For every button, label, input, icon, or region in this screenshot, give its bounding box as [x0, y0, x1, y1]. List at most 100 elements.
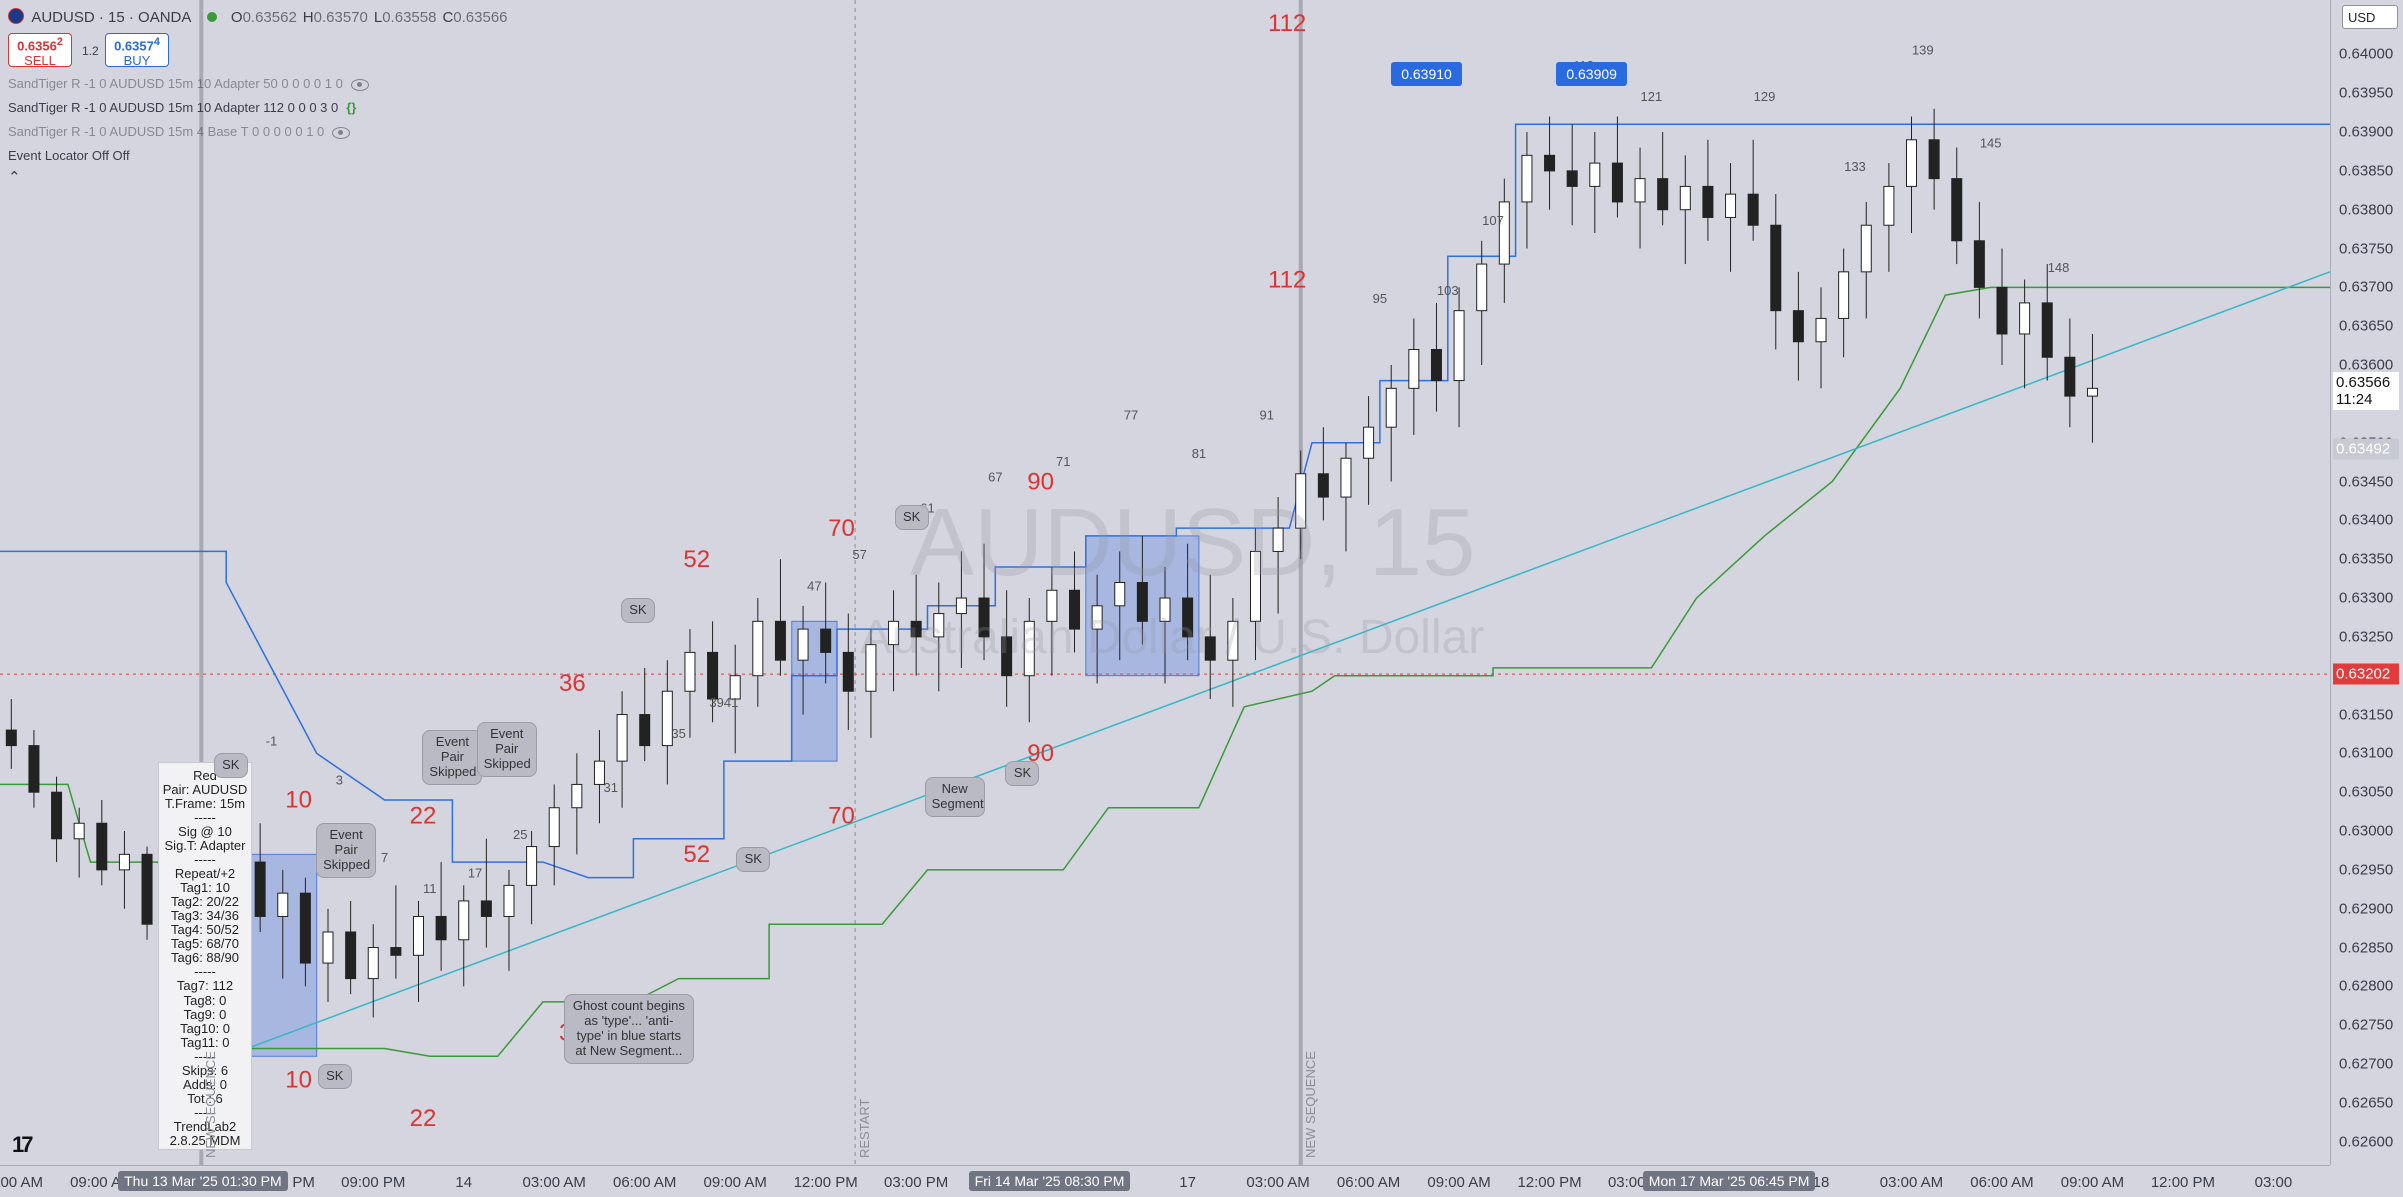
candle-body [571, 783, 583, 809]
hidden-eye-icon[interactable] [332, 126, 351, 139]
series-trend-line [225, 271, 2330, 1058]
time-tick: 03:00 AM [1246, 1174, 1310, 1191]
callout-bubble: SK [317, 1064, 352, 1089]
count-label: 133 [1844, 159, 1866, 174]
candle-body [842, 651, 854, 692]
info-line: Tag1: 10 [180, 880, 230, 896]
time-tick: 03:00 AM [1879, 1174, 1944, 1191]
candle-body [1385, 387, 1397, 428]
price-tick: 0.63100 [2339, 744, 2394, 762]
price-tick: 0.63800 [2339, 201, 2394, 219]
candle-body [1589, 162, 1601, 187]
candle-body [1498, 201, 1510, 265]
candle-body [1815, 317, 1827, 343]
count-label: 129 [1754, 89, 1776, 104]
ohlc-value: 0.63570 [313, 9, 368, 26]
candle-body [1272, 527, 1284, 552]
count-label: 139 [1912, 42, 1934, 57]
candle-body [1182, 597, 1194, 638]
ohlc-values: O0.63562 H0.63570 L0.63558 C0.63566 [231, 9, 514, 26]
price-axis[interactable]: USD 0.64000 0.63950 0.63900 0.63850 0.63800 0… [2330, 0, 2403, 1165]
candle-body [1159, 597, 1171, 622]
symbol-title: AUDUSD · 15 · OANDA [31, 9, 191, 26]
ohlc-value: 0.63566 [453, 9, 508, 26]
price-tick: 0.63050 [2339, 783, 2394, 801]
candle-body [1702, 185, 1714, 218]
ohlc-key: L [373, 9, 383, 26]
tag-number: 112 [1268, 266, 1306, 293]
candle-body [774, 620, 786, 661]
indicator-label: SandTiger R -1 0 AUDUSD 15m 10 Adapter 5… [8, 76, 343, 91]
candle-body [1453, 310, 1465, 382]
candle-body [96, 822, 108, 871]
info-line: Adds: 0 [182, 1076, 228, 1092]
time-tick: 03:00 [2254, 1174, 2293, 1191]
currency-select[interactable]: USD [2342, 5, 2398, 29]
candle-body [1521, 154, 1533, 203]
price-tick: 0.62700 [2339, 1055, 2394, 1073]
count-label: 11 [423, 881, 437, 896]
time-tick: 09:00 AM [1427, 1174, 1491, 1191]
info-line: ----- [194, 852, 216, 868]
info-line: Tag5: 68/70 [171, 936, 239, 952]
candle-body [5, 729, 17, 747]
buy-button[interactable]: 0.63574 BUY [105, 33, 169, 68]
candle-body [978, 597, 990, 638]
tag-number: 70 [828, 515, 855, 542]
sell-button[interactable]: 0.63562 SELL [8, 33, 72, 68]
candle-body [1114, 582, 1126, 607]
candle-body [2041, 302, 2053, 358]
candle-body [639, 714, 651, 747]
tag-number: 70 [828, 802, 855, 829]
code-icon[interactable]: {} [346, 100, 357, 115]
time-badge: Mon 17 Mar '25 06:45 PM [1642, 1171, 1816, 1191]
info-line: T.Frame: 15m [164, 796, 246, 812]
buy-price-super: 4 [153, 36, 160, 48]
candle-body [345, 931, 357, 980]
candle-body [684, 651, 696, 692]
event-locator-row: Event Locator Off Off [8, 148, 130, 163]
candle-body [888, 620, 900, 646]
header-title[interactable]: AUDUSD · 15 · OANDA O0.63562 H0.63570 L0.6… [8, 8, 514, 26]
indicator-lines [0, 123, 2330, 1058]
tag-number: 52 [683, 841, 710, 868]
series-lower-line [0, 286, 2330, 1058]
info-line: Tag8: 0 [183, 992, 227, 1008]
info-line: Tag2: 20/22 [171, 894, 239, 910]
hidden-eye-icon[interactable] [350, 78, 369, 91]
tradingview-logo[interactable]: 17 [12, 1132, 34, 1157]
candle-body [1023, 620, 1035, 677]
indicator-row-1[interactable]: SandTiger R -1 0 AUDUSD 15m 10 Adapter 5… [8, 76, 369, 91]
indicator-row-3[interactable]: SandTiger R -1 0 AUDUSD 15m 4 Base T 0 0… [8, 124, 351, 139]
candle-body [1136, 582, 1148, 622]
info-line: Tot.: 6 [187, 1090, 223, 1106]
info-line: Sig @ 10 [178, 824, 232, 840]
collapse-chevron-icon[interactable]: ⌃ [8, 169, 21, 186]
candle-body [1544, 154, 1556, 172]
count-label: 3941 [709, 695, 738, 710]
time-tick: 12:00 PM [1517, 1174, 1582, 1191]
price-tick: 0.62600 [2339, 1133, 2394, 1151]
count-label: 103 [1437, 283, 1459, 298]
candle-body [865, 644, 877, 692]
ohlc-key: H [302, 9, 314, 26]
candle-body [28, 745, 40, 793]
tag-number: 52 [683, 546, 710, 573]
candle-body [820, 628, 832, 653]
price-tick: 0.62750 [2339, 1016, 2394, 1034]
count-label: 47 [807, 578, 821, 593]
candle-body [933, 613, 945, 638]
watermark-symbol: AUDUSD, 15 [910, 489, 1476, 596]
indicator-label: SandTiger R -1 0 AUDUSD 15m 10 Adapter 1… [8, 100, 339, 115]
price-tick: 0.63950 [2339, 84, 2394, 102]
indicator-row-2[interactable]: SandTiger R -1 0 AUDUSD 15m 10 Adapter 1… [8, 100, 356, 115]
chart-plot[interactable]: -6-1371117253135394147576167717781919510… [0, 0, 2330, 1165]
candle-body [526, 846, 538, 886]
candle-body [616, 714, 628, 762]
buy-price: 0.6357 [114, 38, 154, 54]
count-label: 148 [2048, 260, 2070, 275]
candle-body [1747, 193, 1759, 226]
tag-number: 90 [1027, 468, 1054, 495]
time-tick: 09:00 AM [2060, 1174, 2125, 1191]
